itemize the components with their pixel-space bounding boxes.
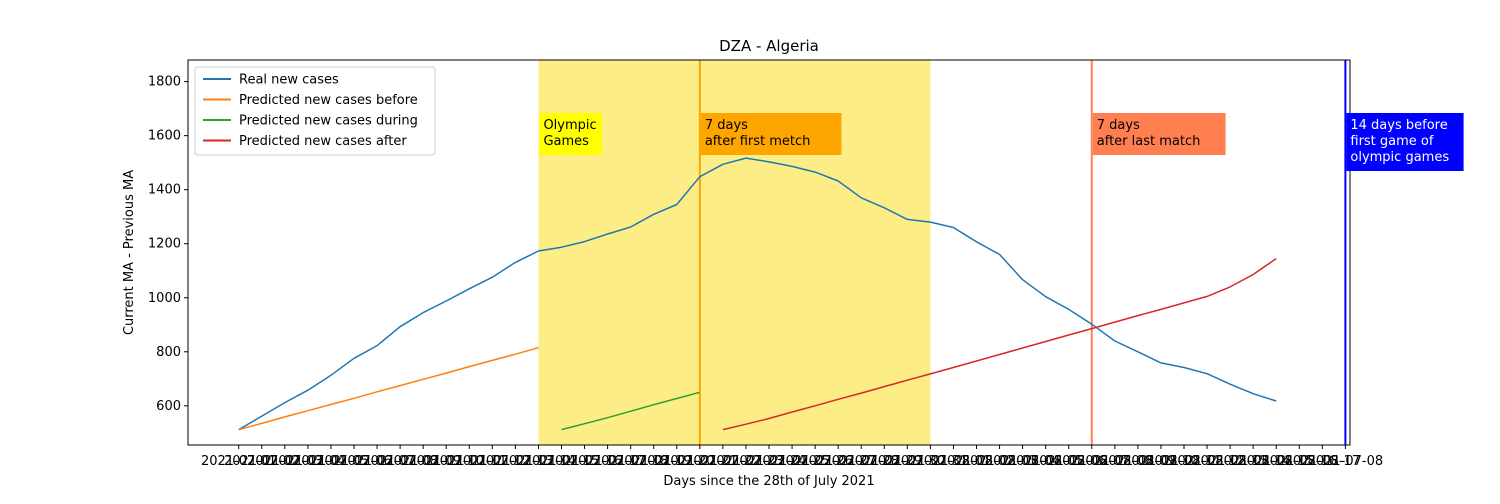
annotation-vline-0-text: 7 days after first metch bbox=[705, 118, 811, 149]
series-line-0 bbox=[238, 157, 1277, 431]
x-tick-label: 2021-07-15 bbox=[524, 454, 600, 469]
x-tick-label: 2021-07-14 bbox=[501, 454, 577, 469]
x-tick-label: 2021-07-05 bbox=[293, 454, 369, 469]
x-tick-label: 2021-07-24 bbox=[731, 454, 807, 469]
legend-label-3: Predicted new cases after bbox=[239, 134, 407, 149]
series-line-2 bbox=[561, 391, 700, 431]
x-tick-label: 2021-08-02 bbox=[939, 454, 1015, 469]
x-tick-label: 2021-07-04 bbox=[270, 454, 346, 469]
x-tick-label: 2021-08-12 bbox=[1169, 454, 1245, 469]
x-tick-label: 2021-07-07 bbox=[339, 454, 415, 469]
x-tick-label: 2021-07-13 bbox=[478, 454, 554, 469]
chart-title: DZA - Algeria bbox=[719, 37, 819, 55]
x-tick-label: 2021-07-28 bbox=[823, 454, 899, 469]
x-tick-label: 2021-07-16 bbox=[547, 454, 623, 469]
legend-label-1: Predicted new cases before bbox=[239, 93, 418, 108]
y-tick-label: 1200 bbox=[148, 237, 181, 252]
x-tick-label: 2021-08-05 bbox=[1008, 454, 1084, 469]
x-tick-label: 2021-07-06 bbox=[316, 454, 392, 469]
y-axis-label: Current MA - Previous MA bbox=[122, 170, 137, 335]
x-tick-label: 2021-08-04 bbox=[985, 454, 1061, 469]
y-tick-label: 1000 bbox=[148, 291, 181, 306]
x-tick-label: 2021-07-08 bbox=[362, 454, 438, 469]
x-tick-label: 2021-07-27 bbox=[800, 454, 876, 469]
x-tick-label: 2021-07-20 bbox=[639, 454, 715, 469]
x-tick-label: 2021-07-12 bbox=[455, 454, 531, 469]
x-tick-label: 2021-07-08 bbox=[1308, 454, 1384, 469]
x-tick-label: 2021-07-19 bbox=[616, 454, 692, 469]
y-tick-label: 1600 bbox=[148, 129, 181, 144]
x-tick-label: 2021-07-30 bbox=[870, 454, 946, 469]
x-tick-label: 2021-07-23 bbox=[708, 454, 784, 469]
y-tick-label: 600 bbox=[156, 399, 181, 414]
x-tick-label: 2021-07-21 bbox=[662, 454, 738, 469]
x-tick-label: 2021-07-31 bbox=[893, 454, 969, 469]
x-tick-label: 2021-07-10 bbox=[408, 454, 484, 469]
series-line-3 bbox=[722, 257, 1277, 431]
x-tick-label: 2021-08-16 bbox=[1261, 454, 1337, 469]
legend-box bbox=[194, 66, 436, 156]
x-tick-label: 2021-08-15 bbox=[1238, 454, 1314, 469]
x-tick-label: 2021-08-13 bbox=[1192, 454, 1268, 469]
x-tick-label: 2021-07-17 bbox=[570, 454, 646, 469]
x-tick-label: 2021-08-09 bbox=[1100, 454, 1176, 469]
x-tick-label: 2021-07-18 bbox=[593, 454, 669, 469]
annotation-vline-1-text: 7 days after last match bbox=[1097, 118, 1201, 149]
x-tick-label: 2021-07-22 bbox=[685, 454, 761, 469]
x-tick-label: 2021-07-03 bbox=[247, 454, 323, 469]
legend-label-0: Real new cases bbox=[239, 73, 339, 88]
x-tick-label: 2021-08-03 bbox=[962, 454, 1038, 469]
x-tick-label: 2021-07-11 bbox=[431, 454, 507, 469]
x-tick-label: 2021-08-17 bbox=[1285, 454, 1361, 469]
x-tick-label: 2021-08-11 bbox=[1146, 454, 1222, 469]
x-tick-label: 2021-08-06 bbox=[1031, 454, 1107, 469]
x-tick-label: 2021-07-09 bbox=[385, 454, 461, 469]
annotation-olympic-games-text: Olympic Games bbox=[543, 118, 596, 149]
annotation-vline-0-box bbox=[700, 113, 842, 155]
x-tick-label: 2021-08-08 bbox=[1077, 454, 1153, 469]
y-tick-label: 1400 bbox=[148, 183, 181, 198]
x-axis-label: Days since the 28th of July 2021 bbox=[663, 474, 874, 489]
x-tick-label: 2021-07-01 bbox=[201, 454, 277, 469]
series-line-1 bbox=[238, 346, 539, 431]
annotation-vline-2-text: 14 days before first game of olympic games bbox=[1350, 118, 1449, 165]
annotation-vline-1-box bbox=[1092, 113, 1226, 155]
annotation-vline-2-box bbox=[1346, 113, 1464, 171]
x-tick-label: 2021-07-29 bbox=[846, 454, 922, 469]
x-tick-label: 2021-08-10 bbox=[1123, 454, 1199, 469]
x-tick-label: 2021-07-02 bbox=[224, 454, 300, 469]
x-tick-label: 2021-07-26 bbox=[777, 454, 853, 469]
x-tick-label: 2021-07-25 bbox=[754, 454, 830, 469]
y-tick-label: 800 bbox=[156, 345, 181, 360]
annotation-olympic-games-box bbox=[539, 113, 603, 155]
x-tick-label: 2021-08-14 bbox=[1215, 454, 1291, 469]
x-tick-label: 2021-08-07 bbox=[1054, 454, 1130, 469]
x-tick-label: 2021-08-01 bbox=[916, 454, 992, 469]
y-tick-label: 1800 bbox=[148, 75, 181, 90]
legend-label-2: Predicted new cases during bbox=[239, 114, 418, 129]
